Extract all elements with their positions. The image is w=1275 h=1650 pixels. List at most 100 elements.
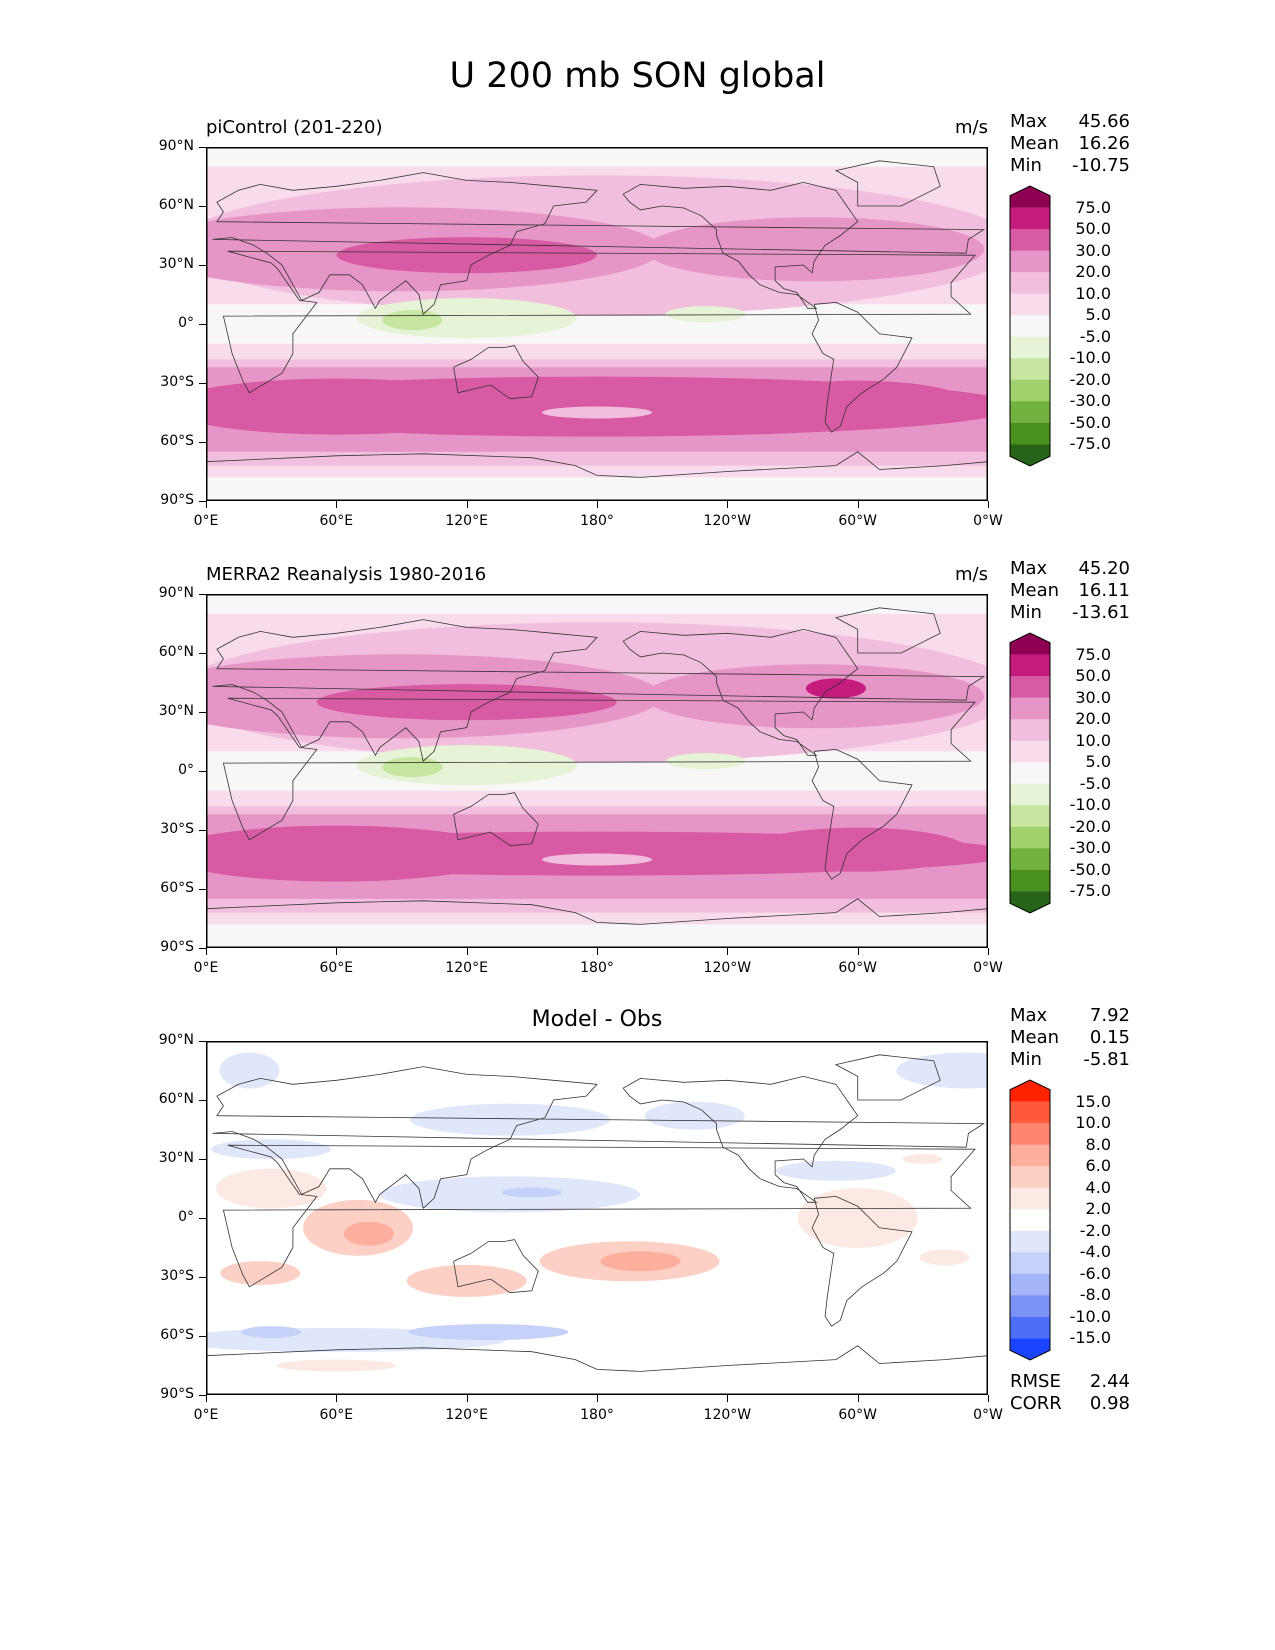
- stat-row: Min -13.61: [1010, 602, 1130, 624]
- colorbar-tick-label: -4.0: [1079, 1242, 1111, 1262]
- colorbar-segment: [1010, 1144, 1050, 1167]
- stat-value: 0.15: [1089, 1027, 1130, 1048]
- colorbar: [1009, 185, 1051, 467]
- y-tick-label: 60°N: [158, 644, 194, 660]
- map-frame: [206, 594, 988, 948]
- colorbar-segment: [1010, 719, 1050, 742]
- metric-label: RMSE: [1010, 1371, 1061, 1392]
- y-tick-mark: [199, 383, 206, 384]
- y-tick-label: 30°S: [160, 374, 194, 390]
- colorbar-tick-label: 4.0: [1085, 1177, 1111, 1197]
- y-tick-mark: [199, 1277, 206, 1278]
- stat-value: 16.11: [1078, 580, 1130, 601]
- coastlines: [206, 607, 988, 925]
- colorbar-tick-label: 50.0: [1075, 219, 1111, 239]
- x-tick-mark: [206, 501, 207, 508]
- x-tick-label: 60°W: [838, 960, 877, 976]
- x-tick-label: 0°E: [193, 1407, 219, 1423]
- map-frame: [206, 1041, 988, 1395]
- figure-title: U 200 mb SON global: [449, 56, 826, 96]
- colorbar-segment: [1010, 1187, 1050, 1210]
- colorbar-segment: [1010, 401, 1050, 424]
- colorbar: [1009, 632, 1051, 914]
- colorbar-tick-label: -10.0: [1069, 1306, 1111, 1326]
- y-tick-mark: [199, 948, 206, 949]
- colorbar-tick-label: -2.0: [1079, 1220, 1111, 1240]
- metric-label: CORR: [1010, 1393, 1062, 1414]
- x-tick-mark: [336, 501, 338, 508]
- y-tick-label: 90°S: [160, 1386, 194, 1402]
- y-tick-mark: [199, 1159, 206, 1160]
- x-tick-mark: [597, 948, 598, 955]
- map-frame: [206, 147, 988, 501]
- colorbar-segment: [1010, 379, 1050, 402]
- units-label: m/s: [955, 564, 988, 585]
- stat-label: Max: [1010, 558, 1048, 579]
- x-tick-label: 0°W: [973, 1407, 1003, 1423]
- y-tick-label: 90°N: [158, 1032, 194, 1048]
- x-tick-label: 60°E: [319, 960, 354, 976]
- colorbar-tick-label: -5.0: [1079, 326, 1111, 346]
- colorbar-tick-label: 10.0: [1075, 1113, 1111, 1133]
- colorbar-segment: [1010, 1080, 1050, 1102]
- colorbar-segment: [1010, 1252, 1050, 1275]
- colorbar-segment: [1010, 229, 1050, 252]
- colorbar-tick-label: 30.0: [1075, 240, 1111, 260]
- x-tick-mark: [857, 948, 859, 955]
- y-tick-label: 90°S: [160, 492, 194, 508]
- colorbar-tick-label: 20.0: [1075, 262, 1111, 282]
- x-tick-mark: [206, 948, 207, 955]
- panel-title: Model - Obs: [531, 1007, 663, 1032]
- colorbar-tick-label: -5.0: [1079, 773, 1111, 793]
- stat-value: -13.61: [1071, 602, 1130, 623]
- y-tick-label: 60°N: [158, 1091, 194, 1107]
- colorbar-segment: [1010, 783, 1050, 806]
- y-tick-label: 30°S: [160, 821, 194, 837]
- colorbar-segment: [1010, 805, 1050, 828]
- colorbar-tick-label: 30.0: [1075, 687, 1111, 707]
- metric-value: 2.44: [1089, 1371, 1130, 1392]
- colorbar-tick-label: 75.0: [1075, 644, 1111, 664]
- colorbar-segment: [1010, 444, 1050, 466]
- y-tick-label: 0°: [178, 1209, 194, 1225]
- stat-row: Mean 16.26: [1010, 133, 1130, 155]
- colorbar-segment: [1010, 1101, 1050, 1124]
- colorbar-segment: [1010, 848, 1050, 871]
- stat-label: Mean: [1010, 1027, 1060, 1048]
- x-tick-label: 60°W: [838, 1407, 877, 1423]
- colorbar-tick-label: -20.0: [1069, 369, 1111, 389]
- colorbar-segment: [1010, 293, 1050, 316]
- x-tick-label: 0°E: [193, 960, 219, 976]
- colorbar-tick-label: -20.0: [1069, 816, 1111, 836]
- colorbar-segment: [1010, 1123, 1050, 1146]
- x-tick-mark: [206, 1395, 207, 1402]
- y-tick-mark: [199, 653, 206, 654]
- y-tick-mark: [199, 1041, 206, 1042]
- colorbar-outline: [1009, 632, 1051, 914]
- y-tick-mark: [199, 889, 206, 890]
- colorbar-tick-label: -10.0: [1069, 348, 1111, 368]
- colorbar-segment: [1010, 186, 1050, 208]
- colorbar-segment: [1010, 891, 1050, 913]
- colorbar-tick-label: -50.0: [1069, 859, 1111, 879]
- stat-row: Max 45.20: [1010, 558, 1130, 580]
- y-tick-label: 30°N: [158, 1150, 194, 1166]
- colorbar-segment: [1010, 272, 1050, 295]
- y-tick-mark: [199, 712, 206, 713]
- panel-title: MERRA2 Reanalysis 1980-2016: [206, 564, 487, 585]
- colorbar-tick-label: 10.0: [1075, 283, 1111, 303]
- colorbar-segment: [1010, 315, 1050, 338]
- colorbar-tick-label: -50.0: [1069, 412, 1111, 432]
- stat-label: Max: [1010, 1005, 1048, 1026]
- x-tick-mark: [466, 948, 468, 955]
- colorbar-segment: [1010, 654, 1050, 677]
- stat-value: -5.81: [1083, 1049, 1130, 1070]
- colorbar-segment: [1010, 740, 1050, 763]
- y-tick-label: 30°S: [160, 1268, 194, 1284]
- colorbar-segment: [1010, 697, 1050, 720]
- x-tick-mark: [988, 948, 989, 955]
- stat-label: Mean: [1010, 580, 1060, 601]
- colorbar-tick-label: -8.0: [1079, 1285, 1111, 1305]
- x-tick-label: 60°E: [319, 1407, 354, 1423]
- stat-row: Min -10.75: [1010, 155, 1130, 177]
